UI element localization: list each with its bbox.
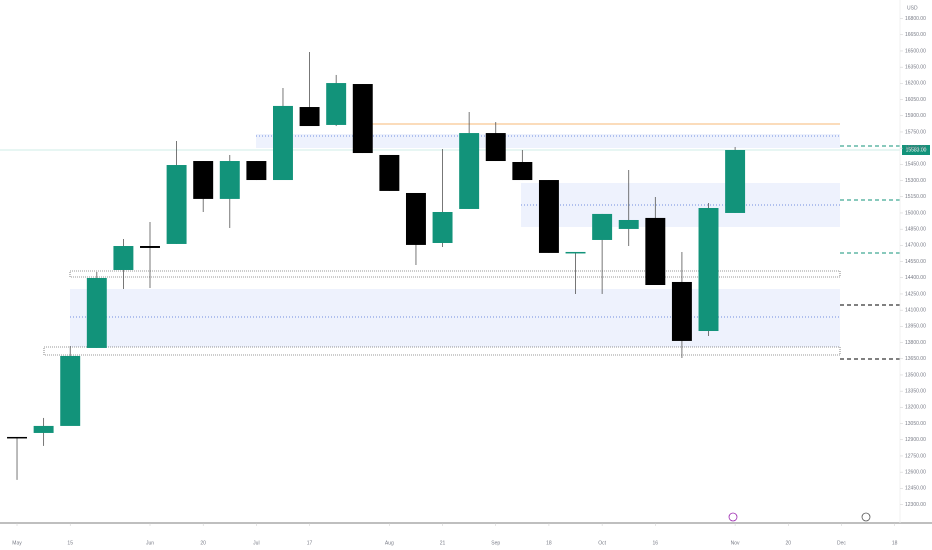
y-tick-label: 16500.00 xyxy=(905,48,926,54)
y-tick-label: 12450.00 xyxy=(905,486,926,492)
candle-body xyxy=(565,251,586,254)
level-box xyxy=(43,346,841,356)
y-tick-label: 13200.00 xyxy=(905,405,926,411)
y-tick-label: 13650.00 xyxy=(905,356,926,362)
candle-body xyxy=(459,133,480,209)
candle-body xyxy=(113,246,134,270)
candle-body xyxy=(725,150,746,213)
candle-body xyxy=(193,161,214,199)
x-tick-label: 16 xyxy=(653,540,659,546)
x-tick-label: 18 xyxy=(546,540,552,546)
y-tick-label: 14550.00 xyxy=(905,259,926,265)
candle-body xyxy=(592,213,613,240)
y-tick-label: 13500.00 xyxy=(905,372,926,378)
candle-body xyxy=(326,83,347,125)
zone xyxy=(256,134,840,148)
y-tick-label: 12900.00 xyxy=(905,437,926,443)
y-tick-label: 14850.00 xyxy=(905,226,926,232)
y-tick-label: 14250.00 xyxy=(905,291,926,297)
y-tick-label: 16650.00 xyxy=(905,32,926,38)
candle-body xyxy=(405,192,426,245)
x-tick-label: Nov xyxy=(731,540,740,546)
y-tick-label: 15000.00 xyxy=(905,210,926,216)
x-tick-label: 20 xyxy=(786,540,792,546)
y-tick-label: 16350.00 xyxy=(905,65,926,71)
y-tick-label: 15300.00 xyxy=(905,178,926,184)
event-icon[interactable] xyxy=(728,512,738,522)
price-tag xyxy=(902,145,930,155)
level-box xyxy=(69,270,841,278)
candle-body xyxy=(698,208,719,332)
candle-body xyxy=(60,355,81,426)
x-tick-label: 21 xyxy=(440,540,446,546)
y-tick-label: 13050.00 xyxy=(905,421,926,427)
candle-body xyxy=(140,246,160,248)
y-tick-label: 15900.00 xyxy=(905,113,926,119)
candle-body xyxy=(512,161,533,181)
candle-body xyxy=(432,211,453,243)
x-tick-label: Jul xyxy=(253,540,259,546)
candle-body xyxy=(86,277,107,348)
y-tick-label: 16200.00 xyxy=(905,81,926,87)
y-tick-label: 12300.00 xyxy=(905,502,926,508)
y-tick-label: 12600.00 xyxy=(905,469,926,475)
candle-body xyxy=(299,107,320,127)
x-tick-label: Jun xyxy=(146,540,154,546)
event-icon[interactable] xyxy=(861,512,871,522)
candle-body xyxy=(273,105,293,181)
y-tick-label: 15150.00 xyxy=(905,194,926,200)
candle-body xyxy=(246,161,267,181)
candle-body xyxy=(671,281,692,341)
x-tick-label: 17 xyxy=(307,540,313,546)
zones xyxy=(0,123,900,360)
x-tick-label: 18 xyxy=(892,540,898,546)
x-tick-label: Oct xyxy=(598,540,606,546)
candle-body xyxy=(219,161,240,199)
y-tick-label: 15750.00 xyxy=(905,129,926,135)
x-tick-label: May xyxy=(12,540,22,546)
price-tag-label: 15583.00 xyxy=(906,147,927,153)
y-tick-label: 16800.00 xyxy=(905,16,926,22)
x-tick-label: Aug xyxy=(385,540,394,546)
zone xyxy=(70,289,840,347)
y-tick-label: 13950.00 xyxy=(905,324,926,330)
y-tick-label: 15600.00 xyxy=(905,145,926,151)
currency-label: USD xyxy=(907,5,918,11)
plot xyxy=(7,51,746,480)
candle-body xyxy=(7,436,27,439)
y-tick-label: 12750.00 xyxy=(905,453,926,459)
candle-body xyxy=(485,133,506,162)
candle-body xyxy=(166,165,187,244)
y-tick-label: 13350.00 xyxy=(905,388,926,394)
y-tick-label: 16050.00 xyxy=(905,97,926,103)
candle-body xyxy=(352,84,373,154)
x-tick-label: 15 xyxy=(67,540,73,546)
y-tick-label: 14100.00 xyxy=(905,307,926,313)
candle-body xyxy=(379,154,400,191)
y-tick-label: 14400.00 xyxy=(905,275,926,281)
x-tick-label: Dec xyxy=(837,540,846,546)
y-tick-label: 13800.00 xyxy=(905,340,926,346)
candle-body xyxy=(33,425,54,433)
x-tick-label: Sep xyxy=(491,540,500,546)
candle-body xyxy=(618,219,639,229)
y-tick-label: 15450.00 xyxy=(905,162,926,168)
candle-body xyxy=(645,217,666,286)
candle-body xyxy=(538,180,559,253)
x-tick-label: 20 xyxy=(200,540,206,546)
y-tick-label: 14700.00 xyxy=(905,243,926,249)
